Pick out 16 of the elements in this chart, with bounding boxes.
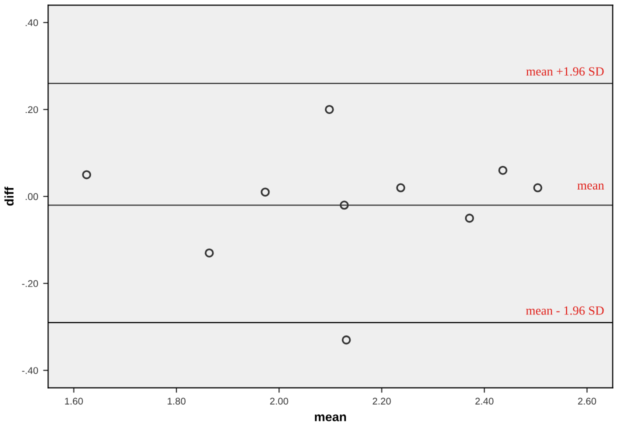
y-tick-label: .40	[26, 19, 38, 26]
ref-line-label: mean	[577, 184, 604, 190]
y-tick-label: -.40	[22, 367, 38, 374]
x-tick-label: 1.60	[65, 398, 83, 405]
x-tick-label: 1.80	[168, 398, 186, 405]
y-tick-label: -.20	[22, 280, 38, 288]
x-axis-title: mean	[314, 414, 346, 422]
ref-line-label: mean - 1.96 SD	[526, 306, 604, 315]
x-tick-label: 2.20	[372, 398, 391, 405]
x-tick-label: 2.00	[270, 398, 288, 405]
x-tick-label: 2.60	[578, 398, 596, 405]
x-tick-label: 2.40	[475, 398, 494, 405]
y-tick-label: .20	[26, 106, 38, 114]
y-axis-title: diff	[4, 186, 14, 206]
y-tick-label: .00	[26, 193, 38, 200]
ref-line-label: mean +1.96 SD	[526, 67, 604, 76]
